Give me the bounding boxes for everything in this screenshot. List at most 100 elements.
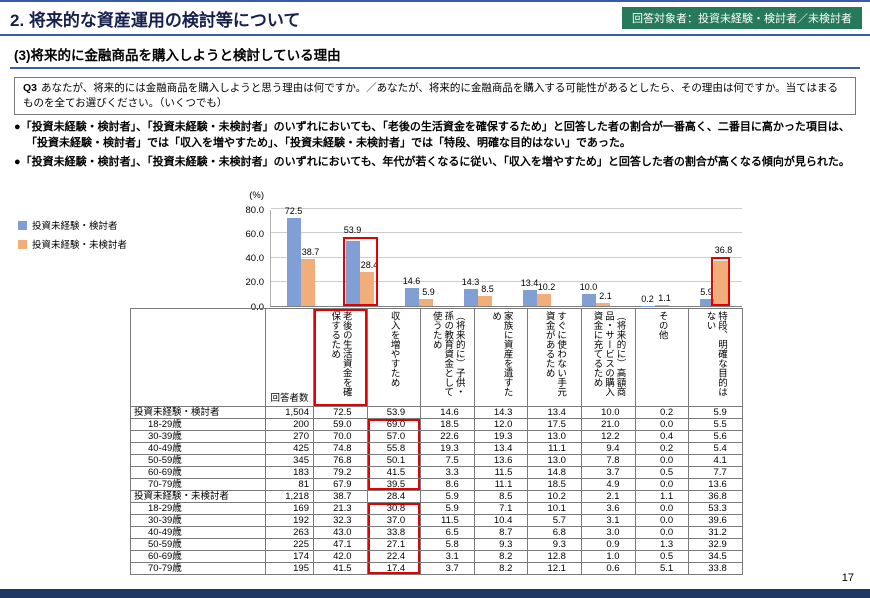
value-cell: 31.2 (688, 526, 743, 539)
row-label-cell: 50-59歳 (130, 454, 266, 467)
bar (536, 293, 551, 306)
value-cell: 5.5 (688, 418, 743, 431)
value-cell: 33.8 (366, 526, 422, 539)
bar (300, 259, 315, 306)
respondent-count-cell: 270 (265, 430, 314, 443)
respondent-count-header: 回答者数 (265, 308, 314, 407)
value-cell: 18.5 (420, 418, 475, 431)
bar-value-label: 38.7 (301, 247, 320, 258)
table-row: 60-69歳 183 79.2 41.5 3.3 11.5 14.8 3.7 0.5 7.7 (130, 466, 743, 479)
value-cell: 5.4 (688, 442, 743, 455)
column-header-cell: （将来的に）子供・孫の教育資金として使うため (420, 308, 475, 407)
legend-label: 投資未経験・未検討者 (32, 240, 128, 251)
bar (640, 305, 655, 306)
value-cell: 13.4 (473, 442, 529, 455)
row-label-cell: 18-29歳 (130, 502, 266, 515)
value-cell: 0.6 (580, 562, 636, 575)
respondent-count-cell: 183 (265, 466, 314, 479)
value-cell: 17.4 (366, 562, 422, 575)
value-cell: 18.5 (527, 478, 582, 491)
value-cell: 19.3 (420, 442, 475, 455)
row-label-cell: 70-79歳 (130, 562, 266, 575)
value-cell: 11.5 (473, 466, 529, 479)
unit-label: (%) (249, 190, 264, 201)
bar (654, 304, 669, 306)
legend-swatch (18, 220, 27, 230)
column-header-cell: （将来的に）高額商品・サービスの購入資金に充てるため (580, 308, 636, 407)
respondent-count-cell: 200 (265, 418, 314, 431)
value-cell: 69.0 (366, 418, 422, 431)
value-cell: 12.0 (473, 418, 529, 431)
column-header-cell: 家族に資産を遺すため (473, 308, 529, 407)
respondent-count-cell: 425 (265, 442, 314, 455)
value-cell: 5.9 (420, 490, 475, 503)
bar-value-label: 14.6 (402, 276, 421, 287)
value-cell: 5.8 (420, 538, 475, 551)
value-cell: 43.0 (313, 526, 368, 539)
value-cell: 0.5 (634, 466, 690, 479)
section-underline (10, 67, 860, 69)
value-cell: 74.8 (313, 442, 368, 455)
value-cell: 11.5 (420, 514, 475, 527)
row-label-cell: 40-49歳 (130, 442, 266, 455)
bar (463, 288, 478, 306)
value-cell: 5.9 (420, 502, 475, 515)
table-row: 70-79歳 195 41.5 17.4 3.7 8.2 12.1 0.6 5.1 33.8 (130, 562, 743, 575)
bar-value-label: 1.1 (658, 292, 671, 303)
title-underline (0, 34, 870, 36)
value-cell: 22.4 (366, 550, 422, 563)
bar-value-label: 72.5 (284, 206, 303, 217)
page-number: 17 (841, 572, 854, 584)
value-cell: 22.6 (420, 430, 475, 443)
value-cell: 0.2 (634, 442, 690, 455)
value-cell: 0.0 (634, 526, 690, 539)
bar (477, 295, 492, 306)
grid-line (271, 232, 742, 234)
row-label-cell: 70-79歳 (130, 478, 266, 491)
value-cell: 72.5 (313, 406, 368, 419)
value-cell: 39.5 (366, 478, 422, 491)
bar-value-label: 5.9 (700, 286, 713, 297)
bar-value-label: 53.9 (343, 224, 362, 235)
bar-value-label: 13.4 (520, 277, 539, 288)
value-cell: 53.3 (688, 502, 743, 515)
value-cell: 14.8 (527, 466, 582, 479)
bar (345, 240, 360, 306)
audience-badge: 回答対象者：投資未経験・検討者／未検討者 (622, 7, 862, 29)
value-cell: 3.1 (580, 514, 636, 527)
bar (359, 271, 374, 306)
legend-item: 投資未経験・検討者 (18, 218, 127, 232)
table-row: 50-59歳 225 47.1 27.1 5.8 9.3 9.3 0.9 1.3 32.9 (130, 538, 743, 551)
column-header-cell: 特段、明確な目的はない (688, 308, 743, 407)
data-table: 回答者数 老後の生活資金を確保するため 収入を増やすため （将来的に）子供・孫の教育資… (130, 308, 743, 575)
bar-value-label: 36.8 (714, 245, 733, 256)
value-cell: 13.0 (527, 454, 582, 467)
row-label-cell: 30-39歳 (130, 430, 266, 443)
row-label-cell: 60-69歳 (130, 550, 266, 563)
respondent-count-cell: 1,504 (265, 406, 314, 419)
value-cell: 27.1 (366, 538, 422, 551)
value-cell: 30.8 (366, 502, 422, 515)
column-header-text: （将来的に）子供・孫の教育資金として使うため (430, 311, 465, 397)
value-cell: 47.1 (313, 538, 368, 551)
table-row: 18-29歳 169 21.3 30.8 5.9 7.1 10.1 3.6 0.0 53.3 (130, 502, 743, 515)
plot-area: 72.5 53.9 14.6 14.3 13.4 10.0 0.2 5.9 38.7 28.4 5.… (270, 206, 742, 307)
findings: ●「投資未経験・検討者」、「投資未経験・未検討者」のいずれにおいても、「老後の生… (14, 120, 858, 174)
bar (699, 298, 714, 306)
table-row: 18-29歳 200 59.0 69.0 18.5 12.0 17.5 21.0 0.0 5.5 (130, 418, 743, 431)
column-header-text: （将来的に）高額商品・サービスの購入資金に充てるため (591, 311, 626, 397)
value-cell: 10.2 (527, 490, 582, 503)
value-cell: 0.5 (634, 550, 690, 563)
table-row: 30-39歳 270 70.0 57.0 22.6 19.3 13.0 12.2 0.4 5.6 (130, 430, 743, 443)
value-cell: 57.0 (366, 430, 422, 443)
value-cell: 8.5 (473, 490, 529, 503)
section-title: (3)将来的に金融商品を購入しようと検討している理由 (14, 48, 341, 63)
value-cell: 79.2 (313, 466, 368, 479)
y-tick-label: 0.0 (250, 301, 264, 313)
value-cell: 42.0 (313, 550, 368, 563)
grid-line (271, 208, 742, 209)
bar-value-label: 28.4 (360, 259, 379, 270)
table-row: 60-69歳 174 42.0 22.4 3.1 8.2 12.8 1.0 0.5 34.5 (130, 550, 743, 563)
table-row: 50-59歳 345 76.8 50.1 7.5 13.6 13.0 7.8 0.0 4.1 (130, 454, 743, 467)
table-row: 投資未経験・検討者 1,504 72.5 53.9 14.6 14.3 13.4 10.0 0.… (130, 406, 743, 419)
